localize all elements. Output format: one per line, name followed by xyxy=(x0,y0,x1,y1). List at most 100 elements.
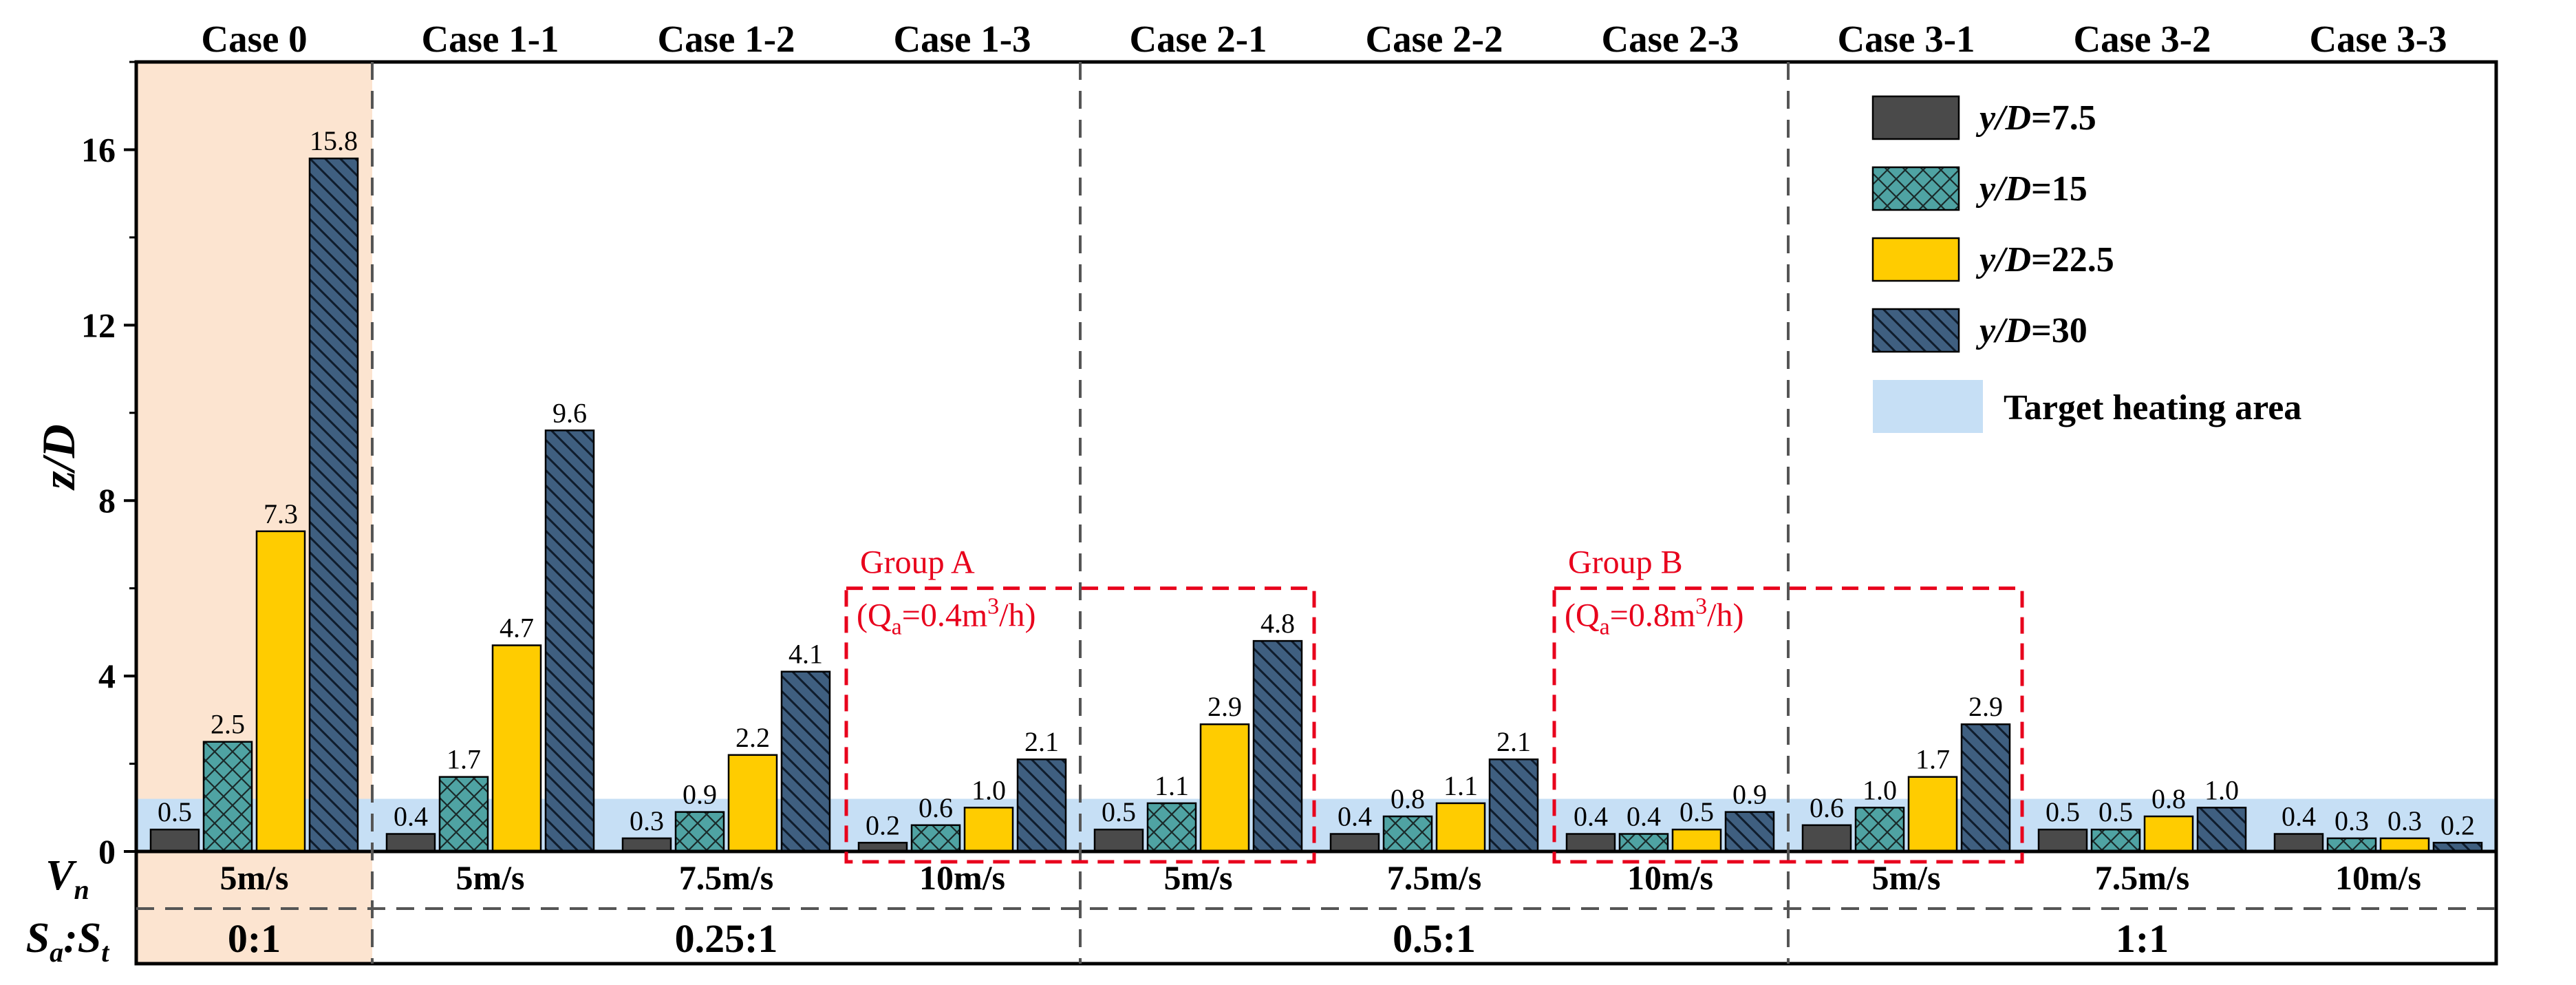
bar-y-d-22-5-case-1 xyxy=(491,644,542,853)
legend-value: =22.5 xyxy=(2031,240,2114,279)
legend-label: y/D=7.5 xyxy=(1975,98,2096,138)
case-header: Case 2-3 xyxy=(1601,18,1739,60)
data-label: 2.1 xyxy=(1024,726,1059,757)
case-header: Case 2-2 xyxy=(1365,18,1503,60)
ratio-label-a: S xyxy=(26,915,50,962)
bar-y-d-7-5-case-4 xyxy=(1093,828,1144,853)
case-header: Case 3-3 xyxy=(2309,18,2447,60)
legend-swatch-target xyxy=(1873,380,1983,433)
bar-y-d-30-case-0 xyxy=(308,157,359,853)
bar-y-d-30-case-8 xyxy=(2196,807,2247,853)
vn-label-main: V xyxy=(45,852,77,899)
group-annotation-box xyxy=(844,586,1316,864)
legend-italic: y/D xyxy=(1975,240,2031,279)
group-annotation-box xyxy=(1552,586,2024,864)
bar-y-d-22-5-case-2 xyxy=(727,754,778,853)
data-label: 0.6 xyxy=(1810,792,1844,823)
data-label: 1.7 xyxy=(447,744,481,775)
data-label: 2.2 xyxy=(736,722,770,753)
bar-y-d-30-case-6 xyxy=(1724,811,1775,853)
vn-value: 5m/s xyxy=(1872,858,1941,897)
flow-sub: a xyxy=(1600,615,1610,640)
data-label: 4.7 xyxy=(500,613,534,644)
data-label: 0.9 xyxy=(683,779,717,810)
bar-y-d-30-case-5 xyxy=(1488,758,1539,853)
ratio-label-a-sub: a xyxy=(50,937,63,968)
bar-y-d-22-5-case-9 xyxy=(2379,837,2430,853)
flow-middle: =0.4m xyxy=(902,597,987,634)
y-tick-label: 12 xyxy=(81,306,116,344)
vn-row-label: Vn xyxy=(45,852,89,905)
data-label: 0.3 xyxy=(2334,805,2369,836)
data-label: 9.6 xyxy=(552,397,587,428)
ratio-label-b: S xyxy=(78,915,101,962)
data-label: 1.1 xyxy=(1155,770,1189,801)
bar-y-d-7-5-case-6 xyxy=(1565,833,1616,853)
group-annotation-title: Group A xyxy=(860,544,975,581)
bar-y-d-30-case-3 xyxy=(1016,758,1067,853)
bar-y-d-22-5-case-6 xyxy=(1671,828,1722,853)
bar-y-d-7-5-case-0 xyxy=(149,828,200,853)
case-header: Case 1-3 xyxy=(893,18,1031,60)
legend-value: =7.5 xyxy=(2031,98,2096,138)
case-header: Case 1-1 xyxy=(421,18,559,60)
legend-swatch xyxy=(1871,166,1960,211)
vn-value: 10m/s xyxy=(1627,858,1713,897)
data-label: 0.8 xyxy=(1391,783,1425,814)
data-label: 1.0 xyxy=(1863,774,1897,805)
legend-italic: y/D xyxy=(1975,169,2031,209)
legend-label: y/D=22.5 xyxy=(1975,240,2114,279)
data-label: 0.5 xyxy=(158,796,192,827)
data-label: 0.4 xyxy=(1338,801,1372,832)
data-label: 2.9 xyxy=(1208,691,1242,722)
bar-y-d-22-5-case-8 xyxy=(2143,815,2194,853)
ratio-value: 0.5:1 xyxy=(1393,916,1476,961)
data-label: 4.1 xyxy=(788,639,823,670)
bar-y-d-15-case-8 xyxy=(2090,828,2141,853)
vn-value: 7.5m/s xyxy=(1387,858,1482,897)
group-annotation-flow: (Qa=0.4m3/h) xyxy=(857,594,1035,640)
plot-frame xyxy=(134,60,2498,966)
data-label: 1.1 xyxy=(1443,770,1478,801)
vn-value: 10m/s xyxy=(2335,858,2421,897)
flow-prefix: (Q xyxy=(857,597,892,634)
flow-sup: 3 xyxy=(987,594,999,619)
case-header: Case 3-2 xyxy=(2073,18,2211,60)
bar-y-d-7-5-case-7 xyxy=(1801,824,1852,853)
case-header: Case 2-1 xyxy=(1129,18,1267,60)
bar-y-d-15-case-2 xyxy=(674,811,725,853)
bar-y-d-22-5-case-7 xyxy=(1907,776,1958,853)
bar-y-d-30-case-7 xyxy=(1960,723,2011,853)
legend-swatch xyxy=(1871,237,1960,282)
data-label: 0.4 xyxy=(1574,801,1608,832)
bar-y-d-7-5-case-5 xyxy=(1329,833,1380,853)
vn-value: 5m/s xyxy=(456,858,525,897)
bar-y-d-30-case-4 xyxy=(1252,639,1303,853)
legend-value: =15 xyxy=(2031,169,2087,209)
data-label: 15.8 xyxy=(310,125,358,156)
ratio-label-sep: : xyxy=(63,915,78,962)
group-annotation-flow: (Qa=0.8m3/h) xyxy=(1565,594,1743,640)
bar-y-d-15-case-7 xyxy=(1854,807,1905,853)
data-label: 0.5 xyxy=(1102,796,1136,827)
bar-y-d-15-case-5 xyxy=(1382,815,1433,853)
y-tick-label: 16 xyxy=(81,130,116,169)
bar-y-d-7-5-case-8 xyxy=(2037,828,2088,853)
target-heating-area xyxy=(136,798,2496,851)
ratio-value: 1:1 xyxy=(2116,916,2169,961)
bar-y-d-15-case-4 xyxy=(1146,802,1197,853)
vn-value: 7.5m/s xyxy=(679,858,774,897)
legend-label: y/D=15 xyxy=(1975,169,2087,209)
bar-y-d-22-5-case-4 xyxy=(1199,723,1250,853)
data-label: 0.3 xyxy=(630,805,664,836)
data-label: 0.4 xyxy=(2282,801,2316,832)
bar-y-d-15-case-3 xyxy=(910,824,961,853)
data-label: 4.8 xyxy=(1260,608,1295,639)
y-axis-label: z/D xyxy=(32,424,85,490)
data-label: 0.8 xyxy=(2151,783,2186,814)
data-label: 2.1 xyxy=(1496,726,1531,757)
legend-italic: y/D xyxy=(1975,98,2031,138)
data-label: 1.0 xyxy=(972,774,1006,805)
bar-y-d-15-case-0 xyxy=(202,741,253,853)
legend-target-label: Target heating area xyxy=(2004,388,2301,427)
